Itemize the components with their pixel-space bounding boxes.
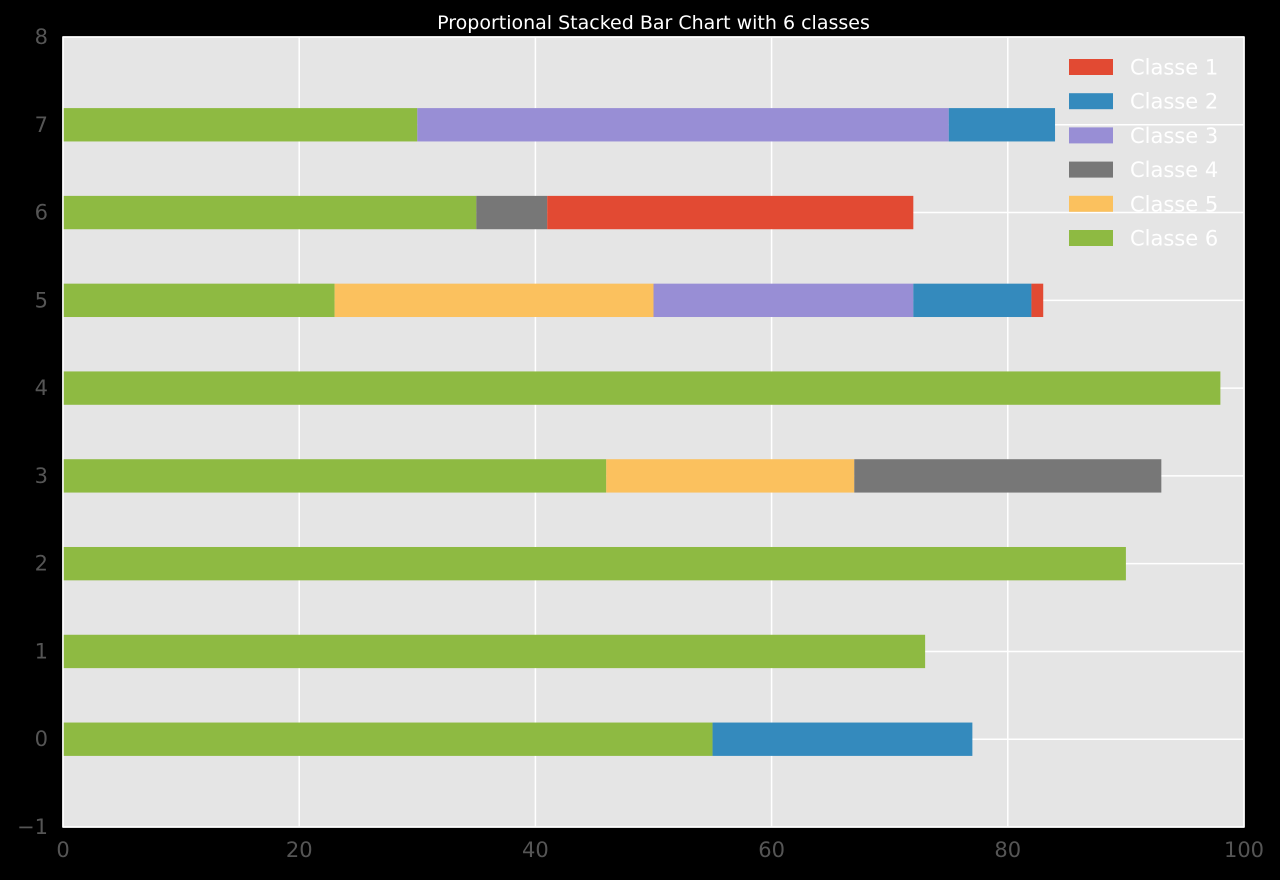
bars bbox=[63, 108, 1221, 756]
bar-segment-classe-2-row-5 bbox=[913, 283, 1032, 318]
y-tick-label: 1 bbox=[35, 639, 48, 663]
bar-segment-classe-6-row-0 bbox=[63, 722, 713, 756]
y-tick-label: 3 bbox=[35, 464, 48, 488]
legend-swatch bbox=[1069, 59, 1113, 75]
x-tick-label: 60 bbox=[758, 838, 785, 862]
bar-segment-classe-4-row-6 bbox=[476, 195, 548, 230]
plot-frame bbox=[62, 36, 1245, 828]
bar-segment-classe-5-row-3 bbox=[606, 459, 855, 493]
plot-background bbox=[63, 37, 1244, 827]
legend-label: Classe 5 bbox=[1130, 192, 1218, 216]
legend-swatch bbox=[1069, 230, 1113, 246]
y-tick-label: 4 bbox=[35, 376, 48, 400]
bar-segment-classe-3-row-5 bbox=[653, 283, 914, 318]
legend-label: Classe 3 bbox=[1130, 124, 1218, 148]
legend-swatch bbox=[1069, 195, 1113, 212]
legend-label: Classe 2 bbox=[1130, 90, 1218, 114]
bar-segment-classe-4-row-3 bbox=[854, 459, 1162, 493]
legend-label: Classe 6 bbox=[1130, 227, 1218, 251]
bar-segment-classe-2-row-0 bbox=[712, 722, 973, 756]
legend: Classe 1 Classe 2 Classe 3 Classe 4 Classe 5… bbox=[1069, 56, 1218, 251]
legend-label: Classe 1 bbox=[1130, 56, 1218, 80]
y-tick-label: 5 bbox=[35, 288, 48, 312]
x-tick-label: 0 bbox=[56, 838, 69, 862]
x-tick-label: 20 bbox=[286, 838, 313, 862]
bar-segment-classe-2-row-7 bbox=[948, 108, 1056, 142]
y-tick-label: 0 bbox=[35, 727, 48, 751]
bar-segment-classe-5-row-5 bbox=[334, 283, 654, 318]
tick-labels: 0 20 40 60 80 100 −1 0 1 2 3 4 5 6 7 8 bbox=[17, 25, 1264, 862]
bar-segment-classe-1-row-5 bbox=[1031, 283, 1044, 318]
x-tick-label: 40 bbox=[522, 838, 549, 862]
chart-title: Proportional Stacked Bar Chart with 6 cl… bbox=[437, 12, 870, 34]
x-tick-label: 80 bbox=[994, 838, 1021, 862]
bar-segment-classe-6-row-7 bbox=[63, 108, 418, 142]
bar-segment-classe-1-row-6 bbox=[547, 195, 914, 230]
bar-segment-classe-6-row-6 bbox=[63, 195, 477, 230]
legend-swatch bbox=[1069, 127, 1113, 144]
bar-segment-classe-6-row-5 bbox=[63, 283, 335, 318]
bar-segment-classe-6-row-4 bbox=[63, 371, 1221, 405]
bar-segment-classe-6-row-2 bbox=[63, 546, 1126, 581]
legend-label: Classe 4 bbox=[1130, 158, 1218, 182]
y-tick-label: 7 bbox=[35, 113, 48, 137]
legend-swatch bbox=[1069, 161, 1113, 178]
y-tick-label: 2 bbox=[35, 552, 48, 576]
bar-segment-classe-6-row-1 bbox=[63, 634, 926, 669]
y-tick-label: 8 bbox=[35, 25, 48, 49]
y-tick-label: 6 bbox=[35, 201, 48, 225]
y-tick-label: −1 bbox=[17, 815, 48, 839]
bar-segment-classe-3-row-7 bbox=[417, 108, 949, 142]
x-tick-label: 100 bbox=[1224, 838, 1264, 862]
legend-swatch bbox=[1069, 93, 1113, 110]
bar-segment-classe-6-row-3 bbox=[63, 459, 607, 493]
